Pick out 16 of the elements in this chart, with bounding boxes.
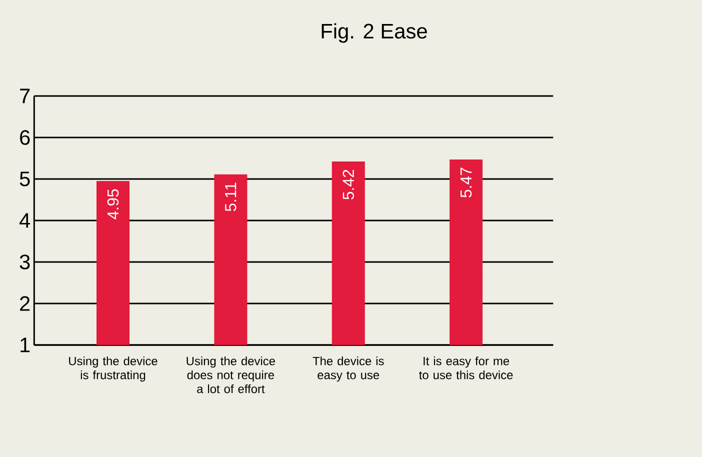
x-tick-label: The device is easy to use (312, 356, 384, 382)
y-tick-label: 7 (20, 88, 30, 104)
y-tick-label: 1 (20, 338, 30, 352)
y-tick-label: 3 (20, 254, 30, 270)
x-tick-label: Using the device is frustrating (69, 356, 158, 382)
x-tick-label: It is easy for me to use this device (419, 356, 513, 380)
y-tick-label: 2 (20, 296, 30, 311)
data-label: 5.11 (225, 182, 236, 212)
data-label: 5.42 (342, 170, 354, 200)
chart-title: Fig. 2 Ease (322, 23, 427, 43)
x-tick-label: Using the device does not require a lot of effort (186, 356, 275, 394)
y-tick-label: 6 (20, 130, 30, 145)
y-tick-label: 4 (19, 213, 30, 228)
y-tick-label: 5 (20, 172, 30, 186)
data-label: 4.95 (107, 189, 119, 220)
data-label: 5.47 (460, 168, 472, 198)
